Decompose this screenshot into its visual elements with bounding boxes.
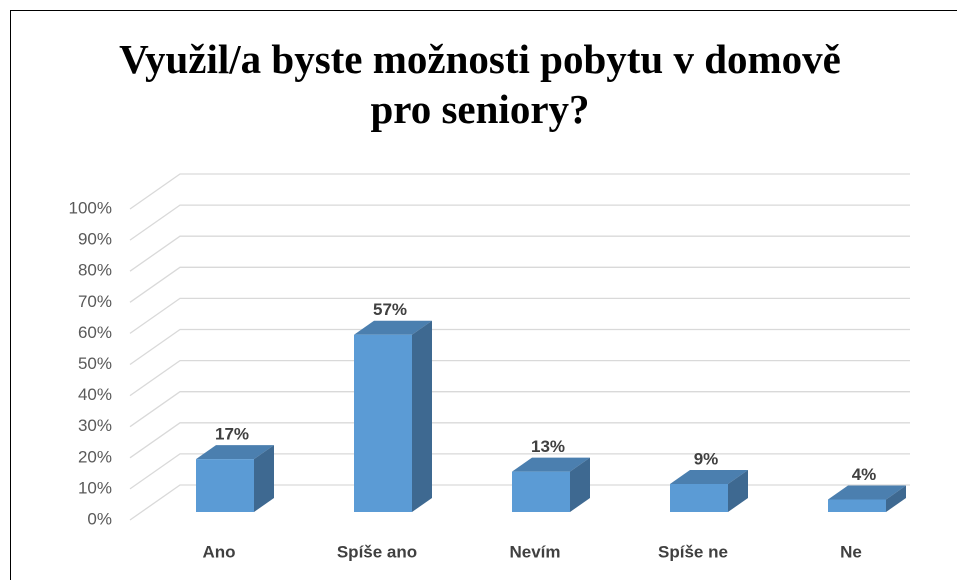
- y-tick-label: 100%: [69, 198, 112, 217]
- bar: [670, 470, 748, 512]
- y-tick-label: 10%: [78, 478, 112, 497]
- y-tick-label: 30%: [78, 416, 112, 435]
- bar-side: [570, 457, 590, 512]
- bar-top: [512, 457, 590, 472]
- data-label: 4%: [852, 465, 877, 484]
- bar: [354, 320, 432, 512]
- grid-line: [129, 391, 910, 428]
- bar-side: [412, 320, 432, 512]
- grid-line: [129, 453, 910, 490]
- grid-line: [129, 204, 910, 241]
- bar-front: [354, 334, 412, 512]
- bar: [828, 485, 906, 512]
- grid-line: [129, 297, 910, 334]
- grid-line: [129, 173, 910, 210]
- x-tick-label: Spíše ano: [337, 542, 417, 561]
- data-label: 17%: [215, 425, 249, 444]
- y-tick-label: 60%: [78, 323, 112, 342]
- bar-top: [828, 485, 906, 500]
- bar-side: [886, 485, 906, 512]
- bar-top: [196, 445, 274, 460]
- chart-frame: [10, 10, 957, 580]
- x-tick-label: Ne: [840, 542, 862, 561]
- y-tick-label: 50%: [78, 354, 112, 373]
- bar-top: [670, 470, 748, 485]
- y-tick-label: 90%: [78, 230, 112, 249]
- bar-top: [354, 320, 432, 335]
- y-tick-label: 70%: [78, 292, 112, 311]
- bar-front: [512, 471, 570, 512]
- bar-front: [196, 459, 254, 512]
- bar: [196, 445, 274, 512]
- y-tick-label: 0%: [87, 509, 112, 528]
- grid-line: [129, 484, 910, 521]
- grid-line: [129, 422, 910, 459]
- bar-front: [670, 484, 728, 512]
- x-tick-label: Spíše ne: [658, 542, 728, 561]
- grid-line: [129, 266, 910, 303]
- bar-side: [728, 470, 748, 512]
- grid-line: [129, 328, 910, 366]
- y-tick-label: 80%: [78, 261, 112, 280]
- bar-side: [254, 445, 274, 512]
- y-tick-label: 40%: [78, 385, 112, 404]
- data-label: 57%: [373, 300, 407, 319]
- bar-front: [828, 499, 886, 512]
- data-label: 13%: [531, 437, 565, 456]
- chart-title: Využil/a byste možnosti pobytu v domově …: [119, 36, 841, 132]
- x-tick-label: Nevím: [509, 542, 560, 561]
- grid-line: [129, 359, 910, 397]
- data-label: 9%: [694, 449, 719, 468]
- y-tick-label: 20%: [78, 447, 112, 466]
- bar: [512, 457, 590, 512]
- x-tick-label: Ano: [202, 542, 235, 561]
- grid-line: [129, 235, 910, 272]
